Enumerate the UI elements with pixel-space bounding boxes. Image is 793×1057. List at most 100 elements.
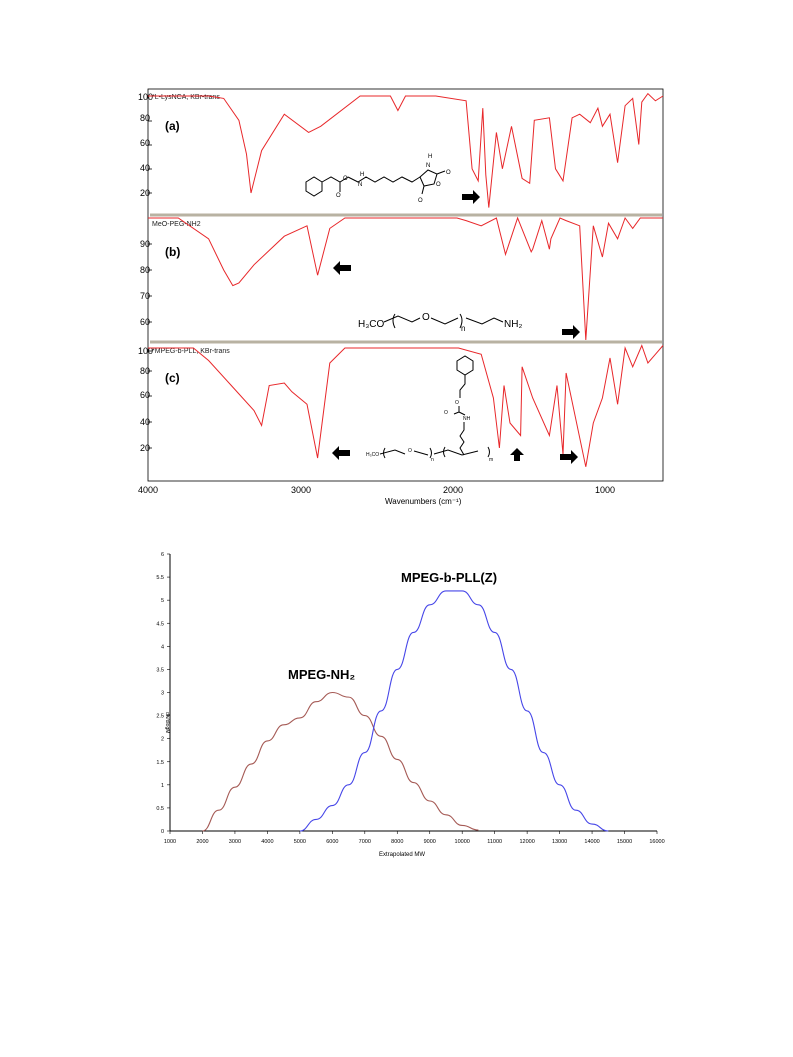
gpc-xtick-label: 9000 — [424, 839, 436, 845]
gpc-curves — [202, 590, 609, 832]
gpc-label-mpeg-nh2: MPEG-NH₂ — [288, 667, 355, 682]
gpc-series-mpeg-nh2 — [202, 691, 479, 832]
svg-text:O: O — [455, 400, 459, 406]
panel-b-title: MeO-PEG-NH2 — [152, 221, 201, 228]
svg-text:H₃CO: H₃CO — [366, 452, 379, 458]
gpc-xtick-label: 7000 — [359, 839, 371, 845]
gpc-xtick-label: 15000 — [617, 839, 632, 845]
struct-b-right: NH₂ — [504, 319, 522, 330]
gpc-xtick-label: 8000 — [391, 839, 403, 845]
gpc-xlabel: Extrapolated MW — [379, 852, 425, 858]
benzene-ring-a — [305, 176, 323, 197]
gpc-xtick-label: 14000 — [584, 839, 599, 845]
gpc-xtick-label: 10000 — [455, 839, 470, 845]
svg-text:m: m — [489, 457, 493, 463]
arrow-right-icon — [462, 190, 480, 204]
gpc-ytick-label: 1 — [161, 783, 164, 789]
ftir-series-line-a — [148, 92, 664, 208]
gpc-ylabel: dw/dlogM — [164, 712, 170, 733]
ftir-xtick: 4000 — [138, 485, 158, 495]
gpc-xtick-label: 2000 — [196, 839, 208, 845]
label-n: N — [426, 163, 430, 169]
gpc-label-mpeg-b-pll: MPEG-b-PLL(Z) — [401, 570, 497, 585]
gpc-ytick-label: 1.5 — [156, 760, 164, 766]
panel-c-ytick: 20 — [140, 443, 150, 453]
panel-c-title: *MPEG-b-PLL, KBr-trans — [152, 348, 230, 355]
svg-text:NH: NH — [463, 416, 471, 422]
struct-b-o: O — [422, 312, 430, 323]
arrow-up-icon — [510, 448, 524, 461]
ftir-xaxis: 4000 3000 2000 1000 Wavenumbers (cm⁻¹) — [138, 485, 615, 506]
panel-a-ytick: 40 — [140, 163, 150, 173]
svg-text:O: O — [444, 410, 448, 416]
lysine-chain-a — [347, 176, 421, 183]
ftir-arrows — [332, 190, 580, 464]
label-o: O — [446, 170, 451, 176]
panel-a-yaxis: 100 80 60 40 20 — [138, 92, 153, 198]
ftir-figure: *L-LysNCA, KBr-trans MeO-PEG-NH2 *MPEG-b… — [138, 88, 664, 506]
panel-a-ytick: 20 — [140, 188, 150, 198]
panel-c-ytick: 40 — [140, 417, 150, 427]
label-o: O — [436, 182, 441, 188]
ftir-series-line-b — [148, 216, 663, 341]
gpc-ytick-label: 4 — [161, 644, 164, 650]
svg-text:O: O — [408, 448, 412, 454]
gpc-figure: 1000 2000 3000 4000 5000 6000 7000 8000 9000 1000… — [156, 552, 664, 858]
panel-b-ytick: 90 — [140, 239, 150, 249]
panel-b-yaxis: 90 80 70 60 — [140, 239, 150, 327]
gpc-ytick-label: 2.5 — [156, 714, 164, 720]
gpc-ytick-label: 5.5 — [156, 575, 164, 581]
panel-a-ytick: 100 — [138, 92, 153, 102]
ftir-spectra — [148, 92, 664, 467]
structure-b: H₃CO O n NH₂ — [358, 312, 522, 333]
gpc-ticks: 1000 2000 3000 4000 5000 6000 7000 8000 9000 1000… — [156, 552, 664, 845]
gpc-ytick-label: 3 — [161, 691, 164, 697]
arrow-right-icon — [560, 450, 578, 464]
structure-a — [305, 169, 446, 197]
label-h: H — [360, 172, 364, 178]
ftir-xtick: 2000 — [443, 485, 463, 495]
gpc-ytick-label: 0 — [161, 829, 164, 835]
label-o: O — [343, 176, 348, 182]
panel-a-ytick: 60 — [140, 138, 150, 148]
gpc-xtick-label: 16000 — [649, 839, 664, 845]
struct-b-left: H₃CO — [358, 319, 385, 330]
benzyl-chain-a — [321, 176, 349, 183]
gpc-xtick-label: 6000 — [326, 839, 338, 845]
label-o: O — [336, 193, 341, 199]
label-h: H — [428, 154, 432, 160]
nca-ring-a — [419, 169, 438, 187]
arrow-left-icon — [333, 261, 351, 275]
gpc-xtick-label: 4000 — [261, 839, 273, 845]
ftir-xlabel: Wavenumbers (cm⁻¹) — [385, 497, 462, 506]
gpc-ytick-label: 0.5 — [156, 806, 164, 812]
gpc-ytick-label: 4.5 — [156, 621, 164, 627]
structure-c: O O NH H₃CO O n m — [366, 355, 493, 463]
gpc-series-mpeg-b-pll — [299, 590, 609, 832]
gpc-xtick-label: 5000 — [294, 839, 306, 845]
panel-b-label: (b) — [165, 245, 180, 259]
panel-c-ytick: 80 — [140, 366, 150, 376]
structure-a-labels: O O H N H N O O O — [336, 154, 451, 204]
gpc-xtick-label: 1000 — [164, 839, 176, 845]
label-n: N — [358, 182, 362, 188]
arrow-right-icon — [562, 325, 580, 339]
panel-c-ytick: 60 — [140, 390, 150, 400]
panel-c-label: (c) — [165, 371, 180, 385]
gpc-xtick-label: 3000 — [229, 839, 241, 845]
svg-text:n: n — [431, 457, 434, 463]
panel-b-ytick: 80 — [140, 265, 150, 275]
ftir-xtick: 1000 — [595, 485, 615, 495]
panel-a-ytick: 80 — [140, 113, 150, 123]
gpc-ytick-label: 5 — [161, 598, 164, 604]
gpc-xtick-label: 12000 — [519, 839, 534, 845]
arrow-left-icon — [332, 446, 350, 460]
panel-b-ytick: 60 — [140, 317, 150, 327]
struct-b-n: n — [461, 324, 465, 333]
panel-c-yaxis: 100 80 60 40 20 — [138, 346, 153, 453]
gpc-ytick-label: 2 — [161, 737, 164, 743]
panel-c-ytick: 100 — [138, 346, 153, 356]
ftir-frame — [147, 88, 664, 482]
label-o: O — [418, 198, 423, 204]
